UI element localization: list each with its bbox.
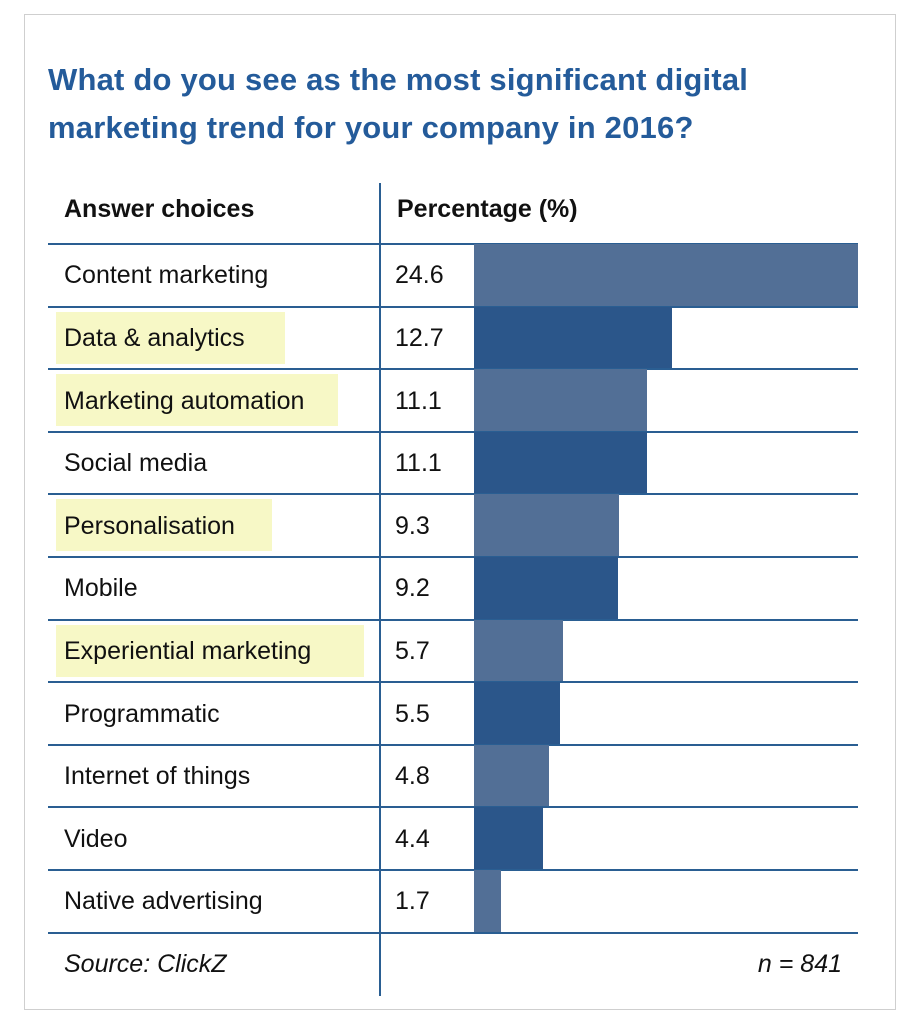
category-label: Personalisation	[64, 511, 235, 540]
value-label: 5.5	[395, 699, 430, 728]
header-answer-choices: Answer choices	[64, 195, 255, 223]
value-label: 9.2	[395, 574, 430, 603]
grid-line	[48, 368, 858, 371]
bar	[474, 870, 501, 933]
value-label: 9.3	[395, 511, 430, 540]
grid-line	[48, 806, 858, 809]
grid-line	[48, 931, 858, 934]
bar	[474, 619, 563, 683]
grid-line	[48, 556, 858, 558]
grid-line	[48, 869, 858, 871]
grid-line	[48, 618, 858, 621]
value-label: 12.7	[395, 323, 444, 352]
grid-line	[48, 243, 858, 245]
category-label: Social media	[64, 449, 208, 478]
bar	[474, 807, 543, 871]
grid-line	[48, 430, 858, 433]
header-percentage: Percentage (%)	[397, 195, 578, 223]
bar	[474, 682, 560, 746]
grid-line	[48, 493, 858, 496]
label-highlight	[56, 374, 338, 427]
value-label: 4.4	[395, 824, 430, 853]
label-highlight	[56, 499, 272, 552]
value-label: 4.8	[395, 762, 430, 791]
bar	[474, 431, 647, 495]
bar	[474, 557, 618, 620]
column-divider	[379, 183, 381, 996]
sample-size: n = 841	[757, 950, 842, 978]
value-label: 11.1	[395, 386, 442, 415]
value-label: 5.7	[395, 636, 430, 665]
category-label: Mobile	[64, 574, 138, 603]
category-label: Experiential marketing	[64, 636, 312, 665]
bar	[474, 494, 619, 558]
value-label: 11.1	[395, 449, 442, 478]
category-label: Content marketing	[64, 261, 269, 290]
grid-line	[48, 305, 858, 308]
category-label: Data & analytics	[64, 323, 245, 352]
category-label: Programmatic	[64, 699, 220, 728]
source-note: Source: ClickZ	[64, 950, 227, 978]
bar	[474, 244, 858, 307]
category-label: Internet of things	[64, 762, 251, 791]
bar	[474, 369, 647, 433]
grid-line	[48, 681, 858, 684]
category-label: Native advertising	[64, 887, 263, 916]
grid-line	[48, 743, 858, 746]
category-label: Video	[64, 824, 128, 853]
value-label: 1.7	[395, 887, 430, 916]
label-highlight	[56, 311, 285, 364]
label-highlight	[56, 624, 364, 677]
bar	[474, 744, 549, 808]
category-label: Marketing automation	[64, 386, 305, 415]
bar	[474, 306, 672, 370]
chart-title: What do you see as the most significant …	[48, 62, 749, 145]
value-label: 24.6	[395, 261, 444, 290]
